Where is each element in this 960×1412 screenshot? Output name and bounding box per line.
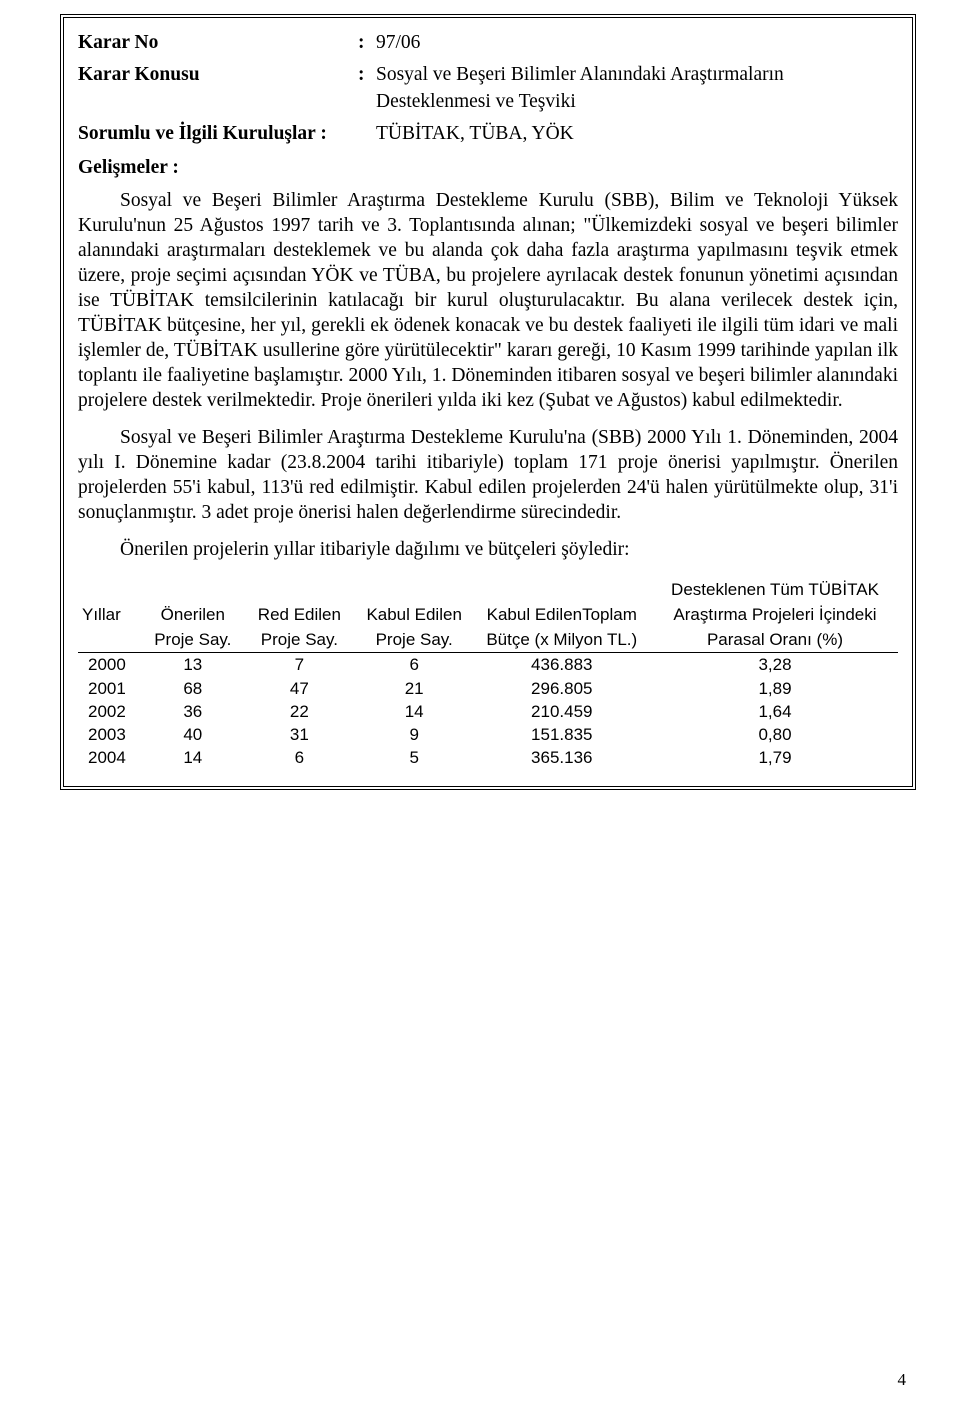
table-cell: 68 (144, 677, 242, 700)
table-row: 20041465365.1361,79 (78, 746, 898, 769)
table-cell: 296.805 (472, 677, 652, 700)
table-cell: 6 (357, 653, 472, 677)
table-cell: 2001 (78, 677, 144, 700)
table-cell: 21 (357, 677, 472, 700)
table-cell: 47 (242, 677, 357, 700)
col5-line1: Desteklenen Tüm TÜBİTAK (652, 577, 898, 602)
header-row-karar-no: Karar No : 97/06 (78, 30, 898, 56)
col5-line2: Araştırma Projeleri İçindeki (652, 602, 898, 627)
content-frame: Karar No : 97/06 Karar Konusu : Sosyal v… (60, 14, 916, 790)
table-cell: 365.136 (472, 746, 652, 769)
col4-line2: Bütçe (x Milyon TL.) (472, 627, 652, 653)
table-cell: 6 (242, 746, 357, 769)
colon: : (358, 30, 376, 56)
table-cell: 151.835 (472, 723, 652, 746)
table-cell: 2002 (78, 700, 144, 723)
table-row: 2002362214210.4591,64 (78, 700, 898, 723)
col3-line2: Proje Say. (357, 627, 472, 653)
table-body: 20001376436.8833,282001684721296.8051,89… (78, 653, 898, 770)
table-cell: 2003 (78, 723, 144, 746)
table-cell: 14 (144, 746, 242, 769)
table-cell: 1,89 (652, 677, 898, 700)
table-cell: 40 (144, 723, 242, 746)
sorumlu-value: TÜBİTAK, TÜBA, YÖK (376, 121, 898, 147)
karar-konusu-label: Karar Konusu (78, 62, 358, 88)
table-cell: 22 (242, 700, 357, 723)
col4-line1: Kabul EdilenToplam (472, 602, 652, 627)
col2-line2: Proje Say. (242, 627, 357, 653)
paragraph-1: Sosyal ve Beşeri Bilimler Araştırma Dest… (78, 189, 898, 414)
page-number: 4 (898, 1370, 907, 1390)
table-row: 20001376436.8833,28 (78, 653, 898, 677)
col0-line1: Yıllar (78, 602, 144, 627)
table-cell: 2004 (78, 746, 144, 769)
header-row-sorumlu: Sorumlu ve İlgili Kuruluşlar : TÜBİTAK, … (78, 121, 898, 147)
col2-line1: Red Edilen (242, 602, 357, 627)
col3-line1: Kabul Edilen (357, 602, 472, 627)
table-cell: 2000 (78, 653, 144, 677)
table-cell: 13 (144, 653, 242, 677)
table-cell: 0,80 (652, 723, 898, 746)
col5-line3: Parasal Oranı (%) (652, 627, 898, 653)
table-cell: 436.883 (472, 653, 652, 677)
table-cell: 7 (242, 653, 357, 677)
colon: : (358, 62, 376, 88)
header-row-karar-konusu: Karar Konusu : Sosyal ve Beşeri Bilimler… (78, 62, 898, 115)
table-cell: 31 (242, 723, 357, 746)
table-intro: Önerilen projelerin yıllar itibariyle da… (78, 538, 898, 563)
table-cell: 5 (357, 746, 472, 769)
table-header: Desteklenen Tüm TÜBİTAK Yıllar Önerilen … (78, 577, 898, 653)
table-cell: 14 (357, 700, 472, 723)
table-cell: 9 (357, 723, 472, 746)
table-cell: 36 (144, 700, 242, 723)
table-row: 2001684721296.8051,89 (78, 677, 898, 700)
table-cell: 3,28 (652, 653, 898, 677)
col1-line2: Proje Say. (144, 627, 242, 653)
karar-no-value: 97/06 (376, 30, 898, 56)
document-page: Karar No : 97/06 Karar Konusu : Sosyal v… (0, 0, 960, 1412)
table-cell: 210.459 (472, 700, 652, 723)
col1-line1: Önerilen (144, 602, 242, 627)
karar-no-label: Karar No (78, 30, 358, 56)
table-cell: 1,64 (652, 700, 898, 723)
sorumlu-label: Sorumlu ve İlgili Kuruluşlar : (78, 121, 376, 147)
gelismeler-label: Gelişmeler : (78, 157, 898, 179)
table-row: 200340319151.8350,80 (78, 723, 898, 746)
karar-konusu-value: Sosyal ve Beşeri Bilimler Alanındaki Ara… (376, 62, 898, 115)
table-cell: 1,79 (652, 746, 898, 769)
paragraph-2: Sosyal ve Beşeri Bilimler Araştırma Dest… (78, 426, 898, 526)
projects-table: Desteklenen Tüm TÜBİTAK Yıllar Önerilen … (78, 577, 898, 770)
